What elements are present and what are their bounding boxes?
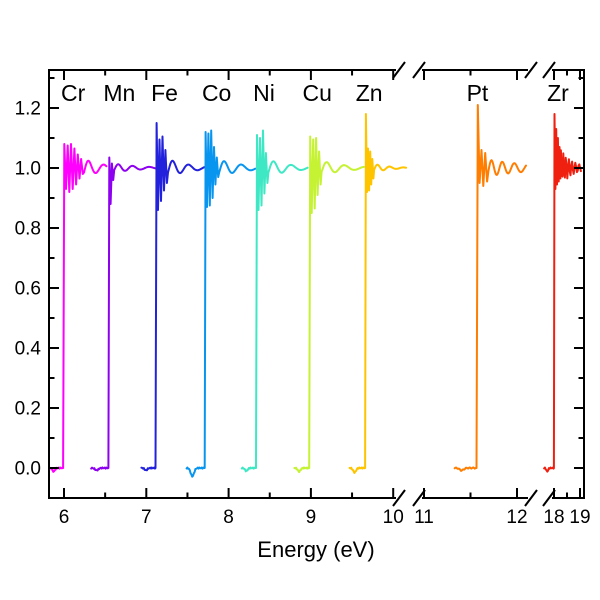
x-tick-label: 9 <box>306 507 317 528</box>
axis-break-slash <box>392 489 406 507</box>
axis-break-slash <box>524 61 538 79</box>
curve-Cr <box>48 143 108 473</box>
element-label-Cr: Cr <box>61 80 86 106</box>
x-tick-label: 7 <box>141 507 152 528</box>
axes-layer: 6 7 8 9 10 11 12 18 19 0.0 0.2 0.4 0.6 0.8 1.0 1.2 <box>15 61 591 528</box>
element-label-Ni: Ni <box>253 80 275 106</box>
curve-Ni <box>240 129 309 473</box>
x-tick-label: 19 <box>569 507 590 528</box>
element-label-Zn: Zn <box>356 80 383 106</box>
curve-Zn <box>348 113 408 474</box>
x-tick-label: 12 <box>506 507 527 528</box>
curve-Zr <box>543 113 582 473</box>
x-tick-label: 18 <box>543 507 564 528</box>
curve-Cu <box>293 135 365 474</box>
element-label-Co: Co <box>202 80 231 106</box>
curve-Co <box>185 129 257 478</box>
axis-break-slash <box>524 489 538 507</box>
y-tick-label: 0.6 <box>15 279 41 300</box>
x-tick-label: 10 <box>383 507 404 528</box>
element-label-Cu: Cu <box>302 80 331 106</box>
axis-break-slash <box>392 61 406 79</box>
curves-layer <box>48 104 582 478</box>
x-tick-label: 8 <box>223 507 234 528</box>
y-tick-label: 1.0 <box>15 159 41 180</box>
element-labels-layer: Cr Mn Fe Co Ni Cu Zn Pt Zr <box>61 80 569 106</box>
y-tick-label: 0.4 <box>15 339 42 360</box>
y-tick-label: 0.0 <box>15 459 41 480</box>
curve-Fe <box>140 122 206 472</box>
element-label-Zr: Zr <box>547 80 569 106</box>
y-tick-label: 0.2 <box>15 399 41 420</box>
curve-Pt <box>453 104 527 472</box>
axis-break-slash <box>412 61 426 79</box>
element-label-Mn: Mn <box>103 80 135 106</box>
x-axis-title: Energy (eV) <box>257 537 374 562</box>
element-label-Fe: Fe <box>151 80 178 106</box>
axis-break-slash <box>542 61 556 79</box>
y-tick-label: 1.2 <box>15 99 41 120</box>
x-tick-label: 11 <box>414 507 434 528</box>
element-label-Pt: Pt <box>467 80 489 106</box>
y-tick-label: 0.8 <box>15 219 41 240</box>
x-tick-label: 6 <box>59 507 70 528</box>
curve-Mn <box>90 156 158 472</box>
